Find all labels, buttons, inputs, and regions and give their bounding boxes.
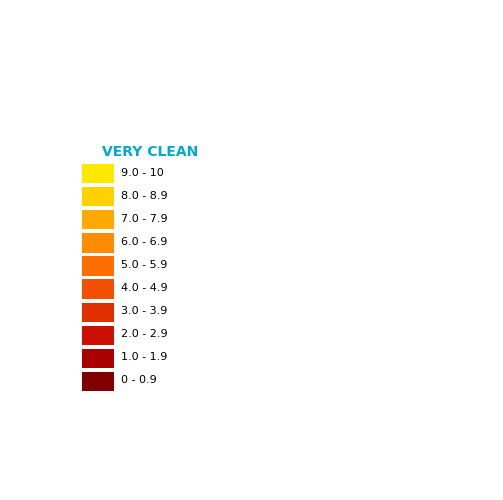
Bar — [82, 233, 114, 252]
Bar — [82, 187, 114, 206]
Text: 0 - 0.9: 0 - 0.9 — [121, 376, 157, 386]
Bar — [82, 326, 114, 345]
Bar — [82, 164, 114, 183]
Text: 9.0 - 10: 9.0 - 10 — [121, 168, 164, 177]
Text: 8.0 - 8.9: 8.0 - 8.9 — [121, 190, 168, 200]
Text: 6.0 - 6.9: 6.0 - 6.9 — [121, 237, 167, 247]
Text: 2.0 - 2.9: 2.0 - 2.9 — [121, 329, 168, 339]
Bar — [82, 372, 114, 391]
Bar — [82, 256, 114, 276]
Bar — [82, 280, 114, 298]
Text: VERY CLEAN: VERY CLEAN — [102, 145, 198, 159]
Bar — [82, 210, 114, 230]
Text: 4.0 - 4.9: 4.0 - 4.9 — [121, 283, 168, 293]
Bar — [82, 349, 114, 368]
Text: 1.0 - 1.9: 1.0 - 1.9 — [121, 352, 167, 362]
Text: 7.0 - 7.9: 7.0 - 7.9 — [121, 214, 168, 224]
Bar — [82, 302, 114, 322]
Text: 5.0 - 5.9: 5.0 - 5.9 — [121, 260, 167, 270]
Text: 3.0 - 3.9: 3.0 - 3.9 — [121, 306, 167, 316]
